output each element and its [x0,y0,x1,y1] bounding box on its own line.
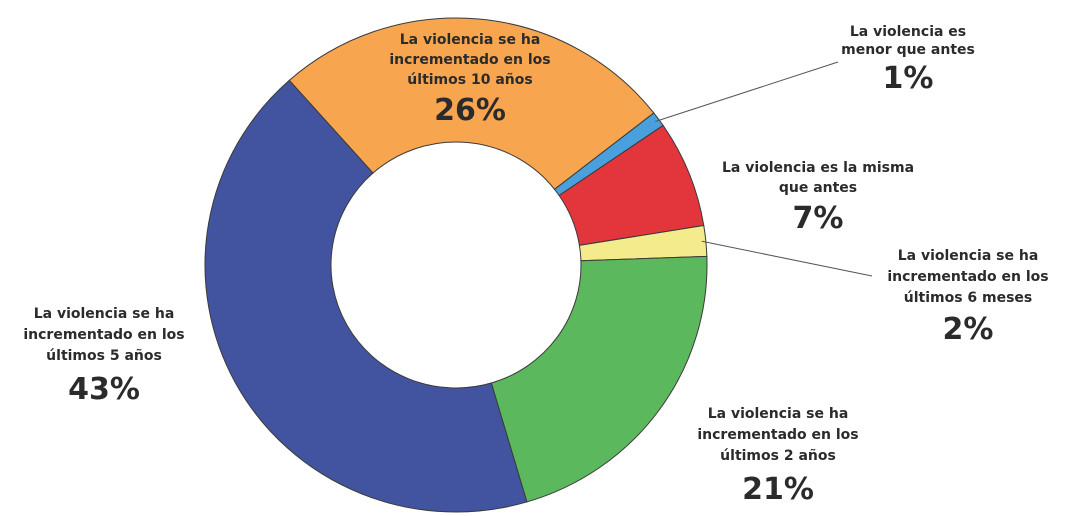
donut-slice-6 [288,17,655,190]
slice-percentage: 43% [68,372,140,407]
slice-label-line: incrementado en los [23,327,184,343]
slice-label-line: últimos 5 años [46,348,162,364]
slice-percentage: 2% [943,312,994,347]
slice-label-line: últimos 10 años [407,72,532,88]
slice-label-line: incrementado en los [389,52,550,68]
slice-label-line: últimos 6 meses [904,290,1033,306]
leader-line-3 [701,240,873,277]
slice-label-line: La violencia se ha [708,406,849,422]
slice-percentage: 7% [793,201,844,236]
leader-lines [655,61,873,277]
leader-line-1 [655,61,839,122]
donut-slice-5 [204,79,528,513]
slice-percentage: 21% [742,472,814,507]
slice-percentage: 1% [883,61,934,96]
slice-label-line: La violencia se ha [400,32,541,48]
slice-label-line: La violencia se ha [898,248,1039,264]
slice-label-line: La violencia se ha [34,306,175,322]
slice-label-line: incrementado en los [697,427,858,443]
donut-slice-4 [490,255,708,503]
slice-label-line: menor que antes [841,42,975,58]
slice-label-line: La violencia es la misma [722,160,914,176]
slice-labels: La violencia es menor que antes 1% La viole… [23,24,1048,507]
slice-label-line: que antes [779,180,857,196]
slice-label-line: La violencia es [850,24,966,40]
slices [204,17,708,513]
slice-label-line: últimos 2 años [720,448,836,464]
slice-percentage: 26% [434,93,506,128]
slice-label-line: incrementado en los [887,269,1048,285]
